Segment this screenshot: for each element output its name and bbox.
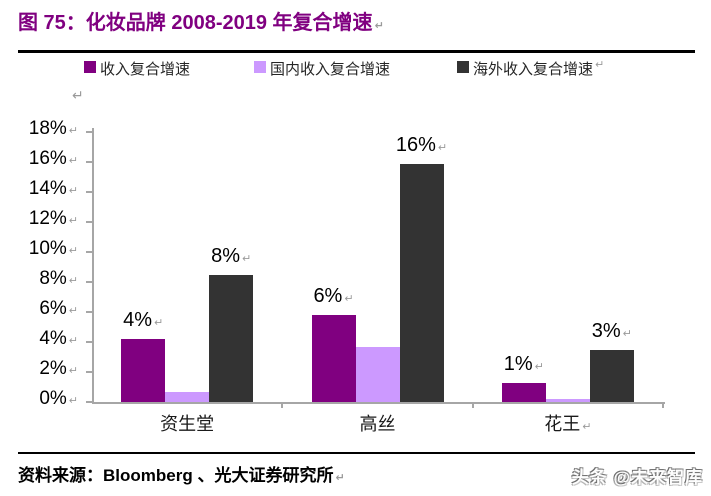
y-axis-label: 16% ↵	[28, 148, 78, 169]
data-label: 4% ↵	[123, 309, 164, 331]
data-label: 1% ↵	[503, 352, 544, 375]
paragraph-mark: ↵	[68, 184, 78, 197]
y-axis-tick	[86, 131, 92, 133]
bar-series2-资生堂	[209, 274, 254, 402]
paragraph-mark: ↵	[437, 140, 448, 154]
watermark: 头条 @未来智库	[571, 468, 703, 487]
paragraph-mark: ↵	[595, 58, 605, 71]
bar-series0-高丝	[311, 315, 356, 402]
paragraph-mark: ↵	[72, 88, 84, 104]
figure-title-text: 图 75：化妆品牌 2008-2019 年复合增速	[18, 12, 373, 34]
bar-series0-资生堂	[121, 339, 166, 402]
paragraph-mark: ↵	[154, 316, 164, 329]
source-note: 资料来源：Bloomberg 、光大证券研究所 ↵	[18, 461, 345, 486]
source-text: 资料来源：Bloomberg 、光大证券研究所	[18, 466, 334, 485]
data-label: 16% ↵	[395, 133, 448, 156]
y-axis-label: 0% ↵	[39, 388, 78, 409]
paragraph-mark: ↵	[68, 364, 78, 377]
paragraph-mark: ↵	[534, 359, 544, 373]
title-divider	[18, 50, 695, 53]
paragraph-mark: ↵	[68, 304, 78, 317]
x-axis-tick	[471, 402, 474, 408]
bar-series2-高丝	[399, 163, 444, 402]
legend-swatch-domestic	[254, 61, 266, 73]
footer-divider	[18, 452, 695, 454]
x-axis-tick	[281, 402, 284, 408]
category-label: 高丝	[359, 414, 396, 434]
y-axis-tick	[86, 251, 92, 253]
y-axis-label: 10% ↵	[28, 238, 78, 259]
paragraph-mark: ↵	[68, 274, 78, 287]
y-axis	[92, 128, 94, 404]
bar-series1-花王	[545, 399, 590, 402]
y-axis-label: 18% ↵	[28, 118, 78, 139]
y-axis-tick	[86, 341, 92, 343]
x-axis	[92, 402, 665, 404]
y-axis-tick	[86, 161, 92, 163]
paragraph-mark: ↵	[68, 214, 78, 227]
paragraph-mark: ↵	[68, 124, 78, 137]
y-axis-label: 2% ↵	[39, 358, 78, 379]
legend-swatch-overseas	[457, 61, 469, 73]
paragraph-mark: ↵	[335, 471, 345, 484]
data-label: 6% ↵	[313, 285, 354, 307]
y-axis-tick	[86, 221, 92, 223]
paragraph-mark: ↵	[582, 420, 592, 433]
paragraph-mark: ↵	[242, 251, 252, 265]
legend-item-revenue-cagr: 收入复合增速	[84, 58, 190, 79]
y-axis-label: 6% ↵	[39, 298, 78, 319]
y-axis-label: 8% ↵	[39, 268, 78, 289]
chart-legend: 收入复合增速 国内收入复合增速 海外收入复合增速 ↵	[0, 58, 711, 84]
legend-swatch-revenue	[84, 61, 96, 73]
y-axis-tick	[86, 371, 92, 373]
x-axis-tick	[662, 402, 664, 408]
legend-label: 国内收入复合增速	[270, 62, 391, 78]
legend-item-domestic-revenue-cagr: 国内收入复合增速	[254, 58, 390, 79]
paragraph-mark: ↵	[622, 326, 632, 340]
y-axis-label: 4% ↵	[39, 328, 78, 349]
legend-label: 海外收入复合增速	[473, 62, 594, 78]
y-axis-tick	[86, 311, 92, 313]
category-label: 花王 ↵	[544, 414, 592, 434]
bar-series1-资生堂	[165, 391, 210, 402]
paragraph-mark: ↵	[344, 292, 354, 305]
paragraph-mark: ↵	[68, 334, 78, 347]
data-label: 3% ↵	[591, 319, 632, 342]
legend-item-overseas-revenue-cagr: 海外收入复合增速 ↵	[457, 58, 604, 79]
y-axis-tick	[86, 401, 92, 403]
figure-title: 图 75：化妆品牌 2008-2019 年复合增速 ↵	[18, 6, 384, 35]
category-label: 资生堂	[160, 414, 215, 434]
y-axis-label: 12% ↵	[28, 208, 78, 229]
y-axis-tick	[86, 281, 92, 283]
paragraph-mark: ↵	[68, 154, 78, 167]
y-axis-tick	[86, 191, 92, 193]
bar-series0-花王	[501, 382, 546, 402]
legend-label: 收入复合增速	[100, 62, 191, 78]
y-axis-label: 14% ↵	[28, 178, 78, 199]
paragraph-mark: ↵	[68, 394, 78, 407]
paragraph-mark: ↵	[374, 19, 384, 32]
data-label: 8% ↵	[211, 244, 252, 267]
bar-series2-花王	[589, 349, 634, 402]
bar-series1-高丝	[355, 346, 400, 402]
paragraph-mark: ↵	[68, 244, 78, 257]
